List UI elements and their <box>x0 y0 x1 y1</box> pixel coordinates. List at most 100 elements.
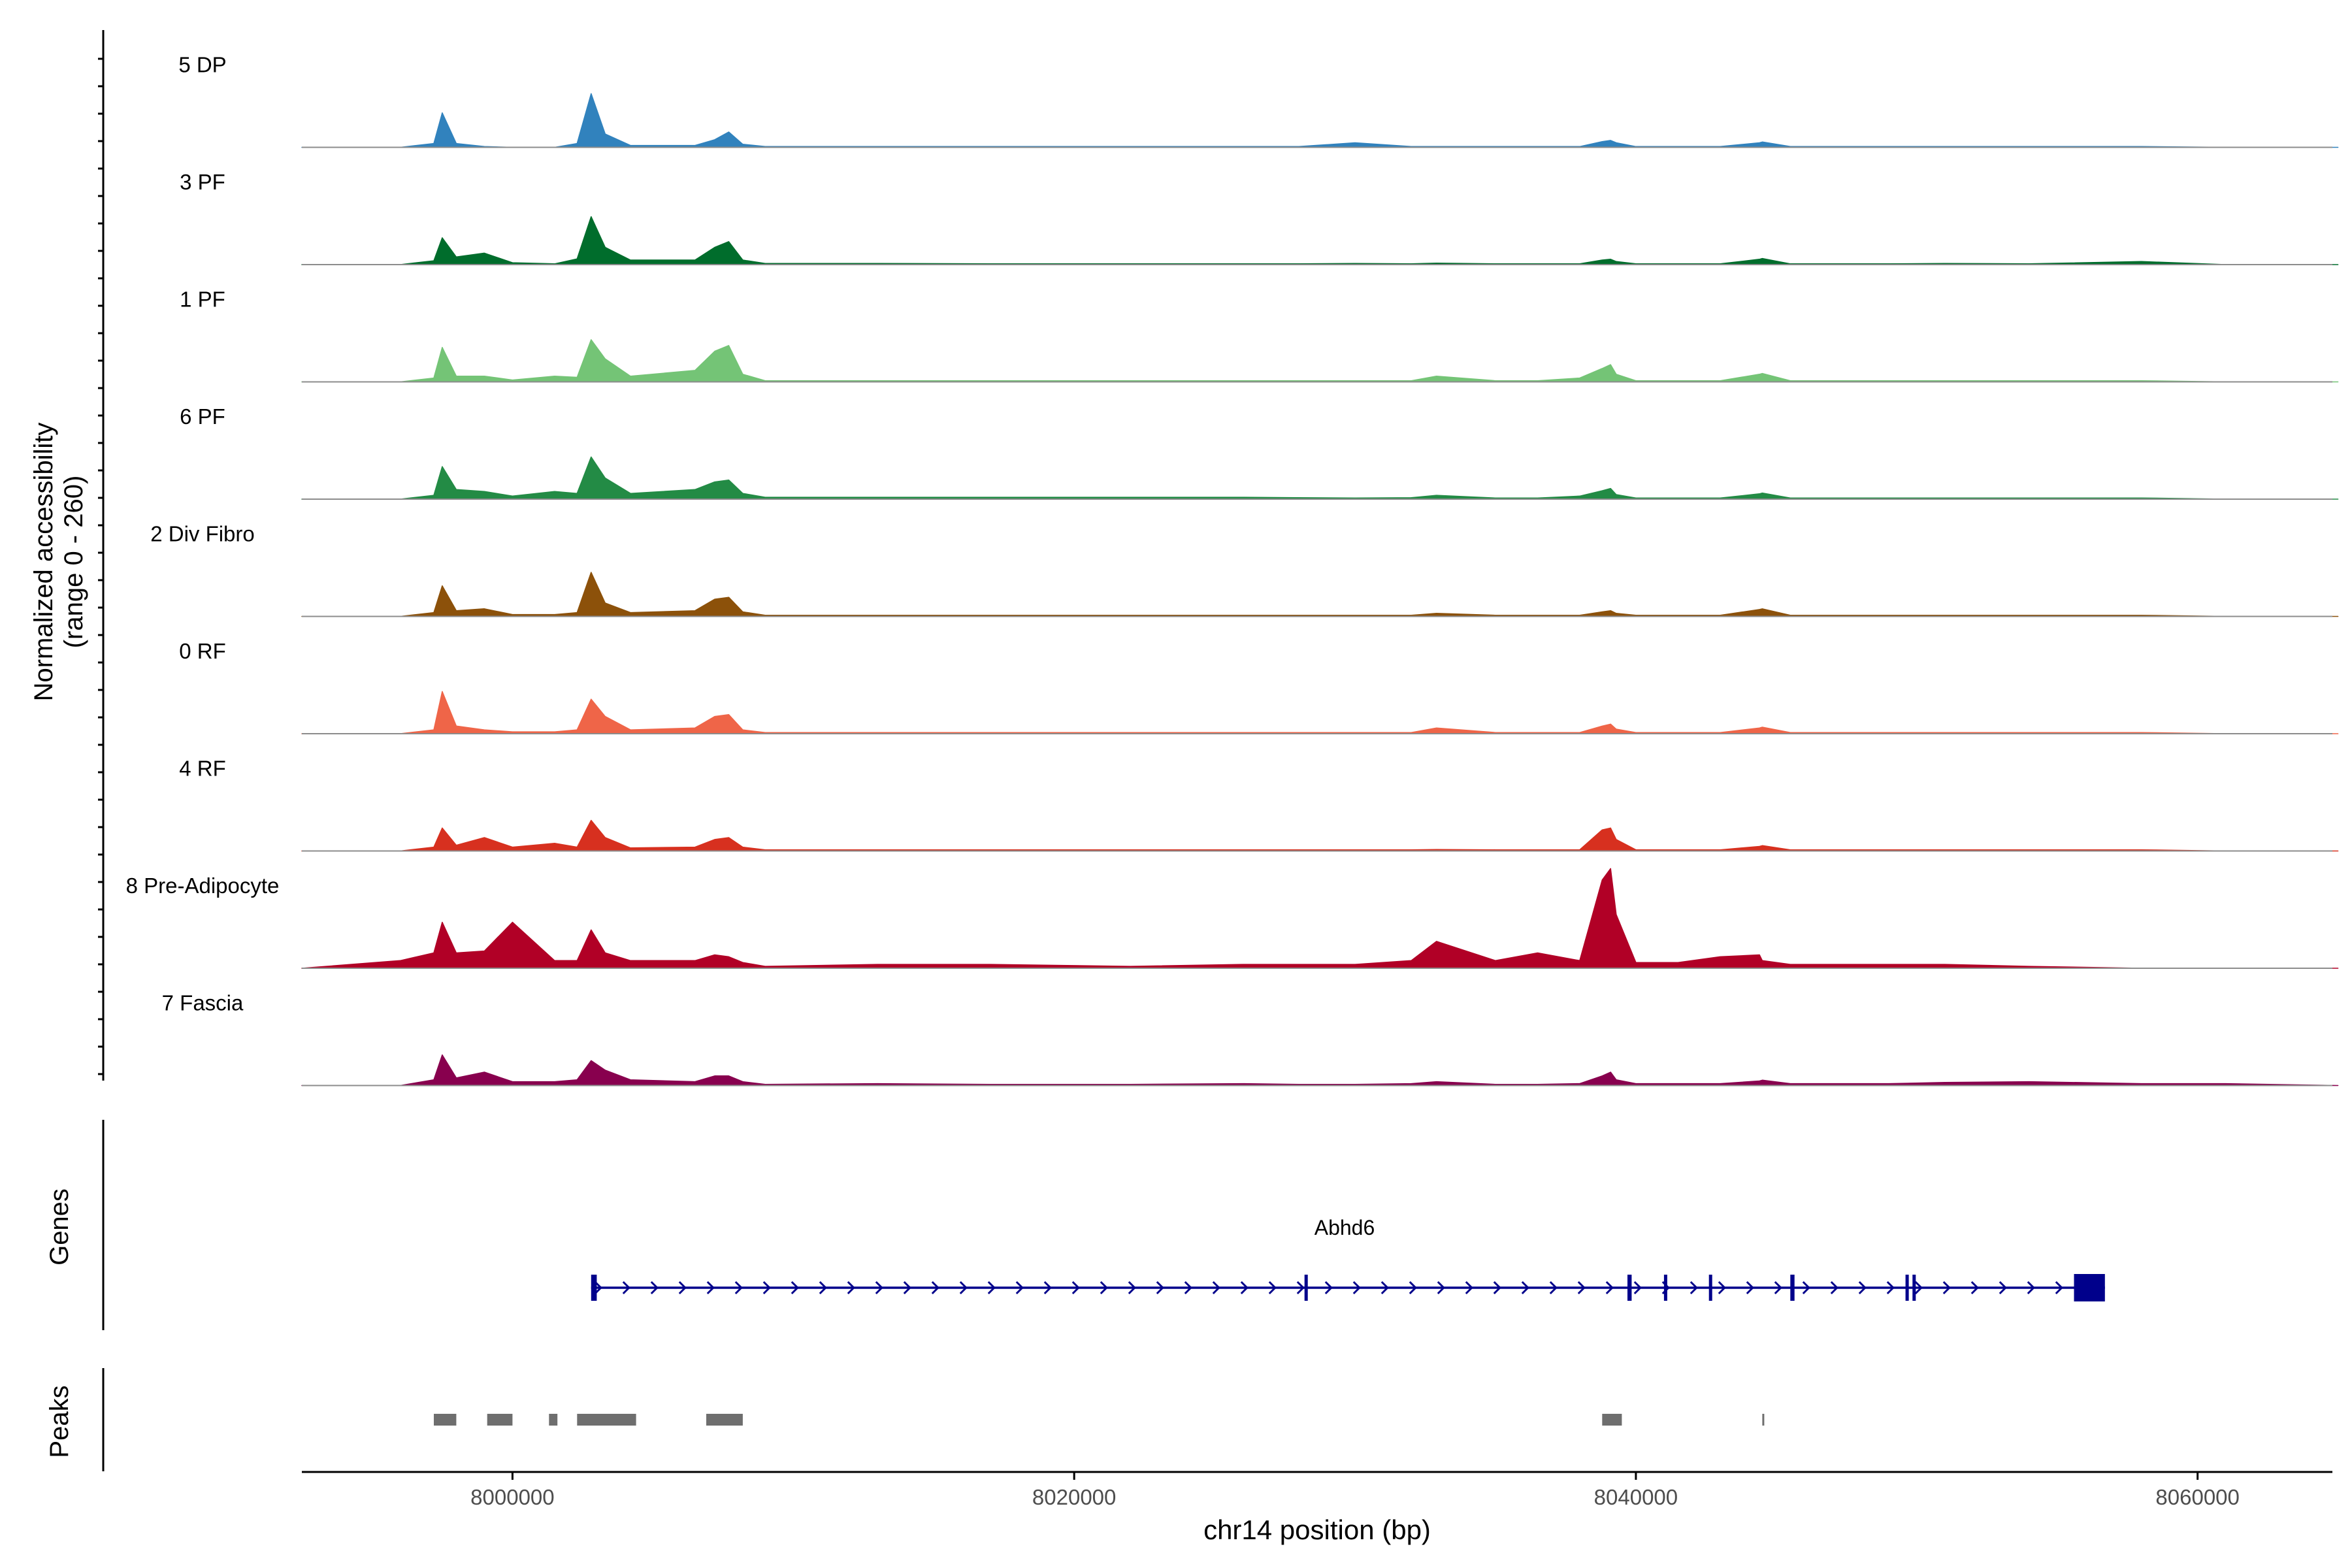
gene-exon <box>1663 1275 1667 1301</box>
coverage-area-8-pre-adipocyte <box>301 868 2339 969</box>
peaks-y-label: Peaks <box>45 1385 74 1458</box>
coverage-area-2-div-fibro <box>301 572 2339 617</box>
gene-exon <box>1304 1275 1308 1301</box>
strand-arrow <box>1043 1281 1052 1295</box>
strand-arrow <box>1577 1281 1586 1295</box>
strand-arrow <box>1493 1281 1501 1295</box>
x-tick-label: 8020000 <box>1032 1485 1116 1509</box>
strand-arrow <box>1268 1281 1277 1295</box>
strand-arrow <box>762 1281 771 1295</box>
peak-bar <box>706 1414 743 1426</box>
x-tick-label: 8040000 <box>1594 1485 1678 1509</box>
strand-arrow <box>1128 1281 1136 1295</box>
track-8-pre-adipocyte: 8 Pre-Adipocyte <box>126 868 2339 969</box>
track-label: 8 Pre-Adipocyte <box>126 874 280 898</box>
strand-arrow <box>1605 1281 1614 1295</box>
peak-bar <box>549 1414 558 1426</box>
strand-arrow <box>594 1281 602 1295</box>
strand-arrow <box>1914 1281 1923 1295</box>
x-tick-label: 8000000 <box>470 1485 554 1509</box>
strand-arrow <box>1324 1281 1333 1295</box>
gene-name-label: Abhd6 <box>1315 1216 1375 1239</box>
strand-arrow <box>1100 1281 1108 1295</box>
coverage-y-ticks <box>98 57 103 1075</box>
track-2-div-fibro: 2 Div Fibro <box>150 522 2339 617</box>
strand-arrow <box>1212 1281 1220 1295</box>
coverage-area-3-pf <box>301 216 2339 265</box>
gene-exon <box>1790 1275 1795 1301</box>
coverage-area-7-fascia <box>301 1054 2339 1086</box>
strand-arrow <box>1352 1281 1361 1295</box>
strand-arrow <box>1380 1281 1389 1295</box>
strand-arrow <box>1521 1281 1529 1295</box>
strand-arrow <box>1690 1281 1698 1295</box>
gene-exon <box>1905 1275 1909 1301</box>
strand-arrow <box>819 1281 827 1295</box>
strand-arrow <box>650 1281 659 1295</box>
strand-arrow <box>1015 1281 1024 1295</box>
strand-arrow <box>1240 1281 1249 1295</box>
coverage-area-5-dp <box>301 93 2339 148</box>
peak-bar <box>577 1414 636 1426</box>
strand-arrow <box>706 1281 715 1295</box>
gene-exon <box>2074 1274 2105 1301</box>
track-label: 4 RF <box>179 757 226 781</box>
track-3-pf: 3 PF <box>180 170 2339 265</box>
strand-arrow <box>1802 1281 1810 1295</box>
strand-arrow <box>903 1281 911 1295</box>
track-label: 0 RF <box>179 639 226 663</box>
coverage-area-4-rf <box>301 819 2339 852</box>
strand-arrow <box>959 1281 968 1295</box>
strand-arrow <box>1746 1281 1754 1295</box>
coverage-area-6-pf <box>301 456 2339 500</box>
strand-arrow <box>1886 1281 1895 1295</box>
strand-arrow <box>1999 1281 2007 1295</box>
coverage-y-label-line1: Normalized accessibility <box>29 423 58 702</box>
track-7-fascia: 7 Fascia <box>162 991 2339 1086</box>
gene-exon <box>1912 1275 1916 1301</box>
strand-arrow <box>1071 1281 1080 1295</box>
peak-bar <box>1602 1414 1622 1426</box>
strand-arrow <box>847 1281 855 1295</box>
strand-arrow <box>931 1281 939 1295</box>
gene-exon <box>1627 1275 1632 1301</box>
peak-bar <box>1762 1414 1765 1426</box>
strand-arrow <box>1465 1281 1473 1295</box>
track-5-dp: 5 DP <box>178 53 2339 148</box>
coverage-tracks: 5 DP 3 PF 1 PF 6 PF 2 Div Fibro 0 RF 4 RF 8 Pre… <box>126 53 2339 1086</box>
strand-arrow <box>2027 1281 2035 1295</box>
strand-arrow <box>1774 1281 1782 1295</box>
strand-arrow <box>2055 1281 2063 1295</box>
track-4-rf: 4 RF <box>179 757 2339 852</box>
coverage-area-0-rf <box>301 691 2339 734</box>
gene-exon <box>591 1275 597 1301</box>
strand-arrow <box>678 1281 687 1295</box>
strand-arrow <box>1633 1281 1642 1295</box>
track-label: 5 DP <box>178 53 226 77</box>
peak-bar <box>434 1414 457 1426</box>
track-label: 3 PF <box>180 170 225 194</box>
strand-arrow <box>875 1281 883 1295</box>
strand-arrow <box>1549 1281 1558 1295</box>
x-axis: 8000000 8020000 8040000 8060000 chr14 posit… <box>302 1471 2332 1545</box>
strand-arrow <box>734 1281 743 1295</box>
x-tick-label: 8060000 <box>2155 1485 2239 1509</box>
track-label: 6 PF <box>180 404 225 429</box>
x-axis-label: chr14 position (bp) <box>1203 1514 1431 1545</box>
strand-arrow <box>1942 1281 1951 1295</box>
track-0-rf: 0 RF <box>179 639 2339 734</box>
strand-arrow <box>1718 1281 1726 1295</box>
genes-y-label: Genes <box>45 1188 74 1266</box>
coverage-y-label-line2: (range 0 - 260) <box>59 476 88 649</box>
strand-arrow <box>1156 1281 1164 1295</box>
peak-bars <box>434 1414 1765 1426</box>
strand-arrow <box>1858 1281 1867 1295</box>
track-label: 2 Div Fibro <box>150 522 255 546</box>
coverage-area-1-pf <box>301 339 2339 383</box>
gene-exon <box>1708 1275 1712 1301</box>
peaks-panel: Peaks <box>45 1368 1765 1471</box>
strand-arrow <box>1437 1281 1445 1295</box>
x-ticks: 8000000 8020000 8040000 8060000 <box>470 1472 2240 1509</box>
coverage-panel: 5 DP 3 PF 1 PF 6 PF 2 Div Fibro 0 RF 4 RF 8 Pre… <box>29 30 2339 1086</box>
